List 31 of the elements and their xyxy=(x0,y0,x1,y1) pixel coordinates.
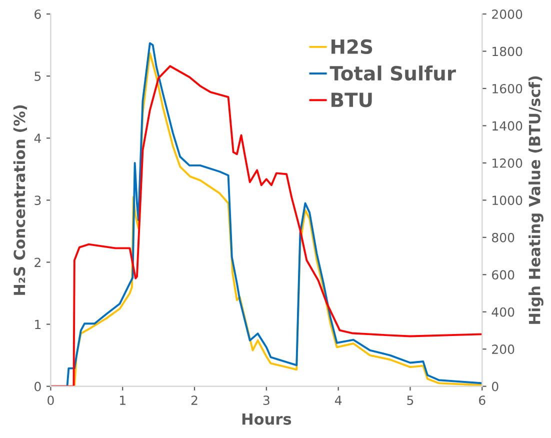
y-tick-label: 0 xyxy=(34,382,41,392)
legend-label: BTU xyxy=(331,92,372,108)
x-tick-label: 6 xyxy=(479,396,486,406)
x-tick-label: 2 xyxy=(191,396,198,405)
x-tick-label: 0 xyxy=(48,396,54,406)
y-tick-label: 3 xyxy=(34,196,41,206)
y2-tick-label: 1200 xyxy=(492,158,522,168)
x-tick-label: 1 xyxy=(120,396,126,405)
y2-tick-label: 200 xyxy=(492,344,514,354)
legend-label: Total Sulfur xyxy=(330,66,456,81)
y-tick-label: 6 xyxy=(34,9,41,19)
x-tick-label: 5 xyxy=(407,396,414,406)
y-tick-label: 1 xyxy=(35,320,41,330)
x-tick-label: 4 xyxy=(334,396,342,405)
y2-tick-label: 0 xyxy=(492,382,498,392)
y-tick-label: 5 xyxy=(34,72,41,81)
y-tick-label: 2 xyxy=(34,258,40,267)
y2-tick-label: 1000 xyxy=(492,196,522,206)
y2-tick-label: 1800 xyxy=(492,46,522,56)
y2-tick-label: 1600 xyxy=(492,84,522,94)
y2-tick-label: 400 xyxy=(492,307,514,317)
y2-tick-label: 1400 xyxy=(492,121,522,131)
y2-tick-label: 800 xyxy=(492,232,514,242)
x-axis-title: Hours xyxy=(242,413,292,425)
x-tick-label: 3 xyxy=(263,396,270,406)
y2-axis-title: High Heating Value (BTU/scf) xyxy=(528,76,544,324)
y-tick-label: 4 xyxy=(34,134,41,143)
legend-label: H2S xyxy=(331,39,372,54)
y2-tick-label: 600 xyxy=(492,270,514,280)
y-axis-title: H₂S Concentration (%) xyxy=(13,105,27,295)
y2-tick-label: 2000 xyxy=(492,9,522,19)
